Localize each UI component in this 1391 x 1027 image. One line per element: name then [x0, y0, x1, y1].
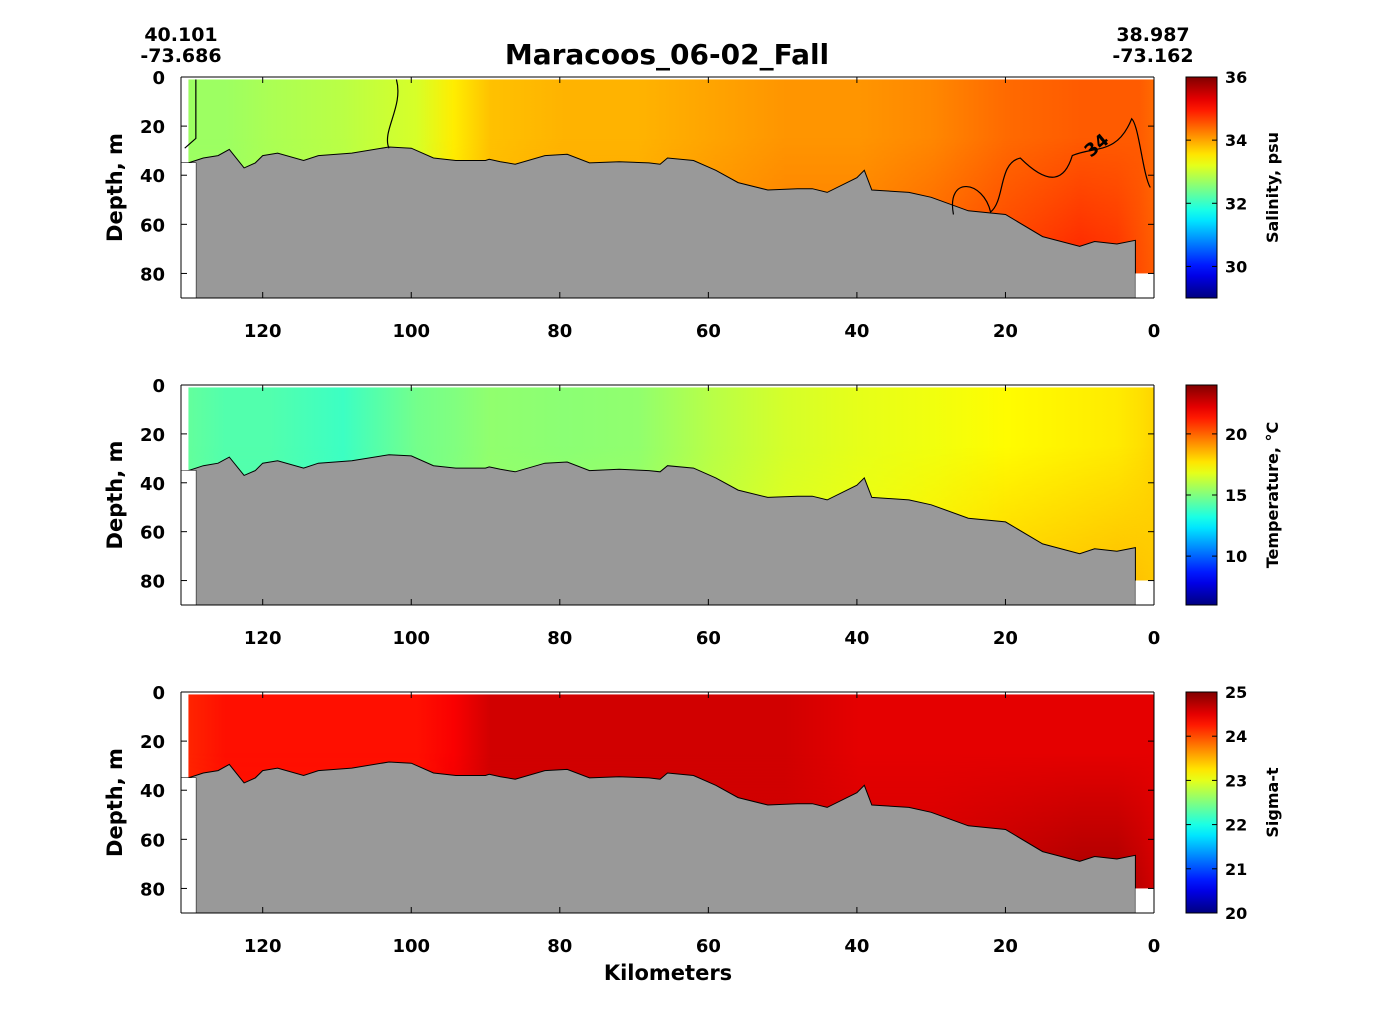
sigma-t-y-tick-label: 40: [140, 781, 165, 802]
salinity-y-tick-label: 20: [140, 117, 165, 138]
sigma-t-y-tick-label: 20: [140, 732, 165, 753]
sigma-t-x-tick-label: 0: [1148, 936, 1161, 957]
salinity-colorbar: [1185, 76, 1218, 299]
salinity-contour-34: [951, 117, 1151, 215]
salinity-x-tick-label: 80: [547, 321, 572, 342]
sigma-t-colorbar-tick-label: 22: [1225, 816, 1247, 835]
temperature-colorbar-tick-label: 15: [1225, 486, 1247, 505]
start-longitude: -73.686: [140, 45, 221, 67]
sigma-t-x-tick-label: 40: [844, 936, 869, 957]
start-latitude: 40.101: [144, 24, 217, 46]
salinity-contour-left: [184, 79, 197, 149]
salinity-y-tick-label: 60: [140, 215, 165, 236]
sigma-t-y-tick-label: 0: [152, 683, 165, 704]
temperature-y-tick-label: 20: [140, 425, 165, 446]
temperature-y-tick-label: 80: [140, 572, 165, 593]
sigma-t-y-axis-label: Depth, m: [103, 748, 127, 857]
sigma-t-y-tick-label: 60: [140, 830, 165, 851]
salinity-colorbar-tick-label: 36: [1225, 68, 1247, 87]
salinity-y-tick-label: 0: [152, 68, 165, 89]
salinity-x-tick-label: 0: [1148, 321, 1161, 342]
salinity-y-tick-label: 40: [140, 166, 165, 187]
end-longitude: -73.162: [1112, 45, 1193, 67]
sigma-t-colorbar: [1185, 691, 1218, 914]
salinity-y-tick-label: 80: [140, 264, 165, 285]
sigma-t-x-tick-label: 20: [993, 936, 1018, 957]
salinity-contour-33: [386, 79, 399, 149]
temperature-x-tick-label: 20: [993, 628, 1018, 649]
sigma-t-x-tick-label: 60: [696, 936, 721, 957]
sigma-t-x-tick-label: 120: [244, 936, 282, 957]
temperature-bathymetry: [181, 454, 1136, 605]
salinity-colorbar-tick-label: 34: [1225, 131, 1247, 150]
temperature-colorbar-tick-label: 20: [1225, 425, 1247, 444]
temperature-y-tick-label: 60: [140, 523, 165, 544]
x-axis-label: Kilometers: [604, 961, 732, 985]
temperature-y-axis-label: Depth, m: [103, 441, 127, 550]
temperature-y-tick-label: 0: [152, 376, 165, 397]
sigma-t-panel: 120 100 80 60 40 20 0 0 20 40 60 80 Depth, m 20 21 22 23…: [103, 683, 1282, 957]
sigma-t-x-tick-label: 100: [392, 936, 430, 957]
end-latitude: 38.987: [1116, 24, 1189, 46]
salinity-x-tick-label: 100: [392, 321, 430, 342]
salinity-colorbar-tick-label: 30: [1225, 257, 1247, 276]
figure-title: Maracoos_06-02_Fall: [505, 38, 829, 71]
sigma-t-colorbar-tick-label: 20: [1225, 904, 1247, 923]
salinity-x-tick-label: 20: [993, 321, 1018, 342]
sigma-t-y-tick-label: 80: [140, 879, 165, 900]
sigma-t-colorbar-tick-label: 23: [1225, 771, 1247, 790]
temperature-panel: 120 100 80 60 40 20 0 0 20 40 60 80 Depth, m 10 15 20 Te…: [103, 376, 1282, 649]
salinity-x-tick-label: 40: [844, 321, 869, 342]
salinity-bathymetry: [181, 146, 1136, 298]
salinity-y-axis-label: Depth, m: [103, 133, 127, 242]
temperature-x-tick-label: 100: [392, 628, 430, 649]
temperature-x-tick-label: 120: [244, 628, 282, 649]
temperature-x-tick-label: 60: [696, 628, 721, 649]
temperature-y-tick-label: 40: [140, 474, 165, 495]
sigma-t-colorbar-tick-label: 25: [1225, 683, 1247, 702]
temperature-x-tick-label: 80: [547, 628, 572, 649]
temperature-colorbar-tick-label: 10: [1225, 547, 1247, 566]
salinity-colorbar-tick-label: 32: [1225, 194, 1247, 213]
temperature-x-tick-label: 0: [1148, 628, 1161, 649]
sigma-t-x-tick-label: 80: [547, 936, 572, 957]
sigma-t-colorbar-tick-label: 24: [1225, 727, 1247, 746]
salinity-colorbar-label: Salinity, psu: [1263, 132, 1282, 243]
temperature-colorbar: [1185, 384, 1218, 606]
sigma-t-colorbar-tick-label: 21: [1225, 860, 1247, 879]
salinity-x-tick-label: 120: [244, 321, 282, 342]
sigma-t-bathymetry: [181, 761, 1136, 913]
salinity-x-tick-label: 60: [696, 321, 721, 342]
sigma-t-colorbar-label: Sigma-t: [1263, 767, 1282, 838]
temperature-x-tick-label: 40: [844, 628, 869, 649]
temperature-colorbar-label: Temperature, °C: [1263, 422, 1282, 568]
